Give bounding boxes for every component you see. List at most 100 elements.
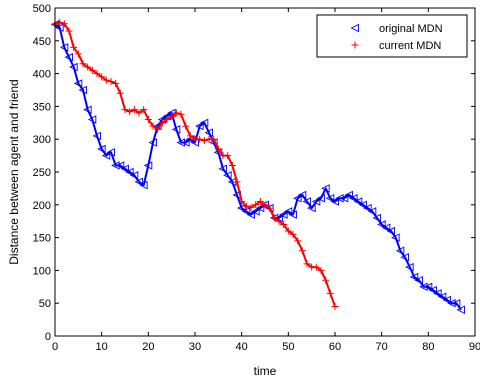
data-point bbox=[154, 125, 162, 133]
data-point bbox=[171, 125, 181, 134]
data-point bbox=[111, 161, 120, 170]
x-tick-label: 20 bbox=[142, 341, 154, 353]
data-point bbox=[335, 194, 344, 203]
data-point bbox=[275, 217, 283, 225]
data-point bbox=[321, 184, 330, 193]
data-point bbox=[311, 197, 321, 206]
legend-entry-label: current MDN bbox=[379, 40, 441, 52]
data-point bbox=[79, 60, 87, 68]
data-point bbox=[307, 203, 316, 213]
data-point bbox=[391, 233, 400, 242]
data-point bbox=[326, 289, 334, 297]
data-point bbox=[325, 194, 335, 203]
data-point bbox=[298, 247, 306, 255]
data-point bbox=[288, 210, 297, 219]
data-point bbox=[252, 201, 260, 209]
data-point bbox=[297, 190, 307, 200]
data-point bbox=[280, 220, 288, 228]
data-point bbox=[181, 138, 190, 147]
data-point bbox=[437, 292, 447, 301]
data-point bbox=[251, 207, 260, 216]
data-point bbox=[186, 132, 194, 140]
data-point bbox=[73, 79, 83, 88]
data-point bbox=[330, 197, 339, 206]
data-point bbox=[442, 295, 451, 305]
data-point bbox=[195, 121, 204, 131]
data-point bbox=[65, 27, 73, 35]
data-point bbox=[246, 210, 255, 219]
series-0 bbox=[50, 20, 465, 314]
legend-box bbox=[316, 14, 468, 58]
data-point bbox=[367, 207, 377, 216]
y-tick-label: 150 bbox=[33, 233, 51, 245]
data-point bbox=[107, 77, 115, 85]
data-point bbox=[74, 50, 82, 58]
data-point bbox=[456, 305, 465, 314]
data-point bbox=[182, 122, 190, 130]
data-point bbox=[83, 105, 92, 114]
data-point bbox=[261, 201, 269, 209]
data-point bbox=[163, 116, 171, 124]
y-tick-label: 250 bbox=[33, 167, 51, 179]
data-point bbox=[148, 138, 157, 147]
data-point bbox=[84, 63, 92, 71]
data-point bbox=[423, 282, 433, 292]
y-tick-label: 400 bbox=[33, 69, 51, 81]
data-point bbox=[256, 198, 264, 206]
data-point bbox=[237, 203, 246, 213]
data-point bbox=[414, 276, 423, 285]
data-point bbox=[451, 298, 461, 308]
data-point bbox=[322, 276, 330, 284]
data-point bbox=[218, 164, 227, 173]
data-point bbox=[140, 106, 148, 114]
x-tick-label: 30 bbox=[189, 341, 201, 353]
data-point bbox=[101, 151, 111, 160]
data-point bbox=[115, 161, 125, 170]
data-point bbox=[279, 210, 288, 219]
data-point bbox=[98, 73, 106, 81]
x-tick-label: 80 bbox=[422, 341, 434, 353]
x-tick-label: 90 bbox=[469, 341, 480, 353]
data-point bbox=[339, 194, 349, 203]
data-point bbox=[130, 106, 138, 114]
y-tick-label: 50 bbox=[39, 298, 51, 310]
data-point bbox=[233, 178, 241, 186]
data-point bbox=[358, 200, 367, 210]
legend-marker bbox=[350, 23, 359, 33]
data-point bbox=[172, 109, 180, 117]
data-point bbox=[242, 202, 250, 210]
data-point bbox=[199, 118, 209, 128]
data-point bbox=[139, 180, 148, 190]
data-point bbox=[284, 227, 292, 235]
data-point bbox=[433, 289, 442, 298]
data-point bbox=[116, 89, 124, 97]
series-1 bbox=[51, 18, 339, 310]
x-tick-label: 50 bbox=[282, 341, 294, 353]
data-point bbox=[255, 203, 265, 213]
data-point bbox=[134, 177, 143, 187]
data-point bbox=[224, 152, 232, 160]
plot-area bbox=[55, 8, 475, 336]
data-point bbox=[405, 262, 414, 272]
data-point bbox=[228, 161, 236, 169]
data-point bbox=[289, 230, 297, 238]
data-point bbox=[93, 70, 101, 78]
data-point bbox=[144, 116, 152, 124]
legend-marker bbox=[351, 41, 359, 49]
data-point bbox=[447, 298, 456, 308]
data-point bbox=[106, 148, 115, 157]
data-point bbox=[349, 194, 358, 203]
data-point bbox=[400, 253, 409, 262]
legend-entry-label: original MDN bbox=[379, 23, 443, 35]
y-tick-label: 450 bbox=[33, 36, 51, 48]
data-point bbox=[312, 263, 320, 271]
data-point bbox=[395, 246, 405, 255]
y-axis-label: Distance between agent and friend bbox=[7, 79, 21, 264]
data-point bbox=[428, 285, 437, 295]
x-axis-label: time bbox=[254, 364, 277, 378]
data-point bbox=[135, 109, 143, 117]
data-point bbox=[112, 79, 120, 87]
data-point bbox=[294, 237, 302, 245]
data-point bbox=[247, 203, 255, 211]
